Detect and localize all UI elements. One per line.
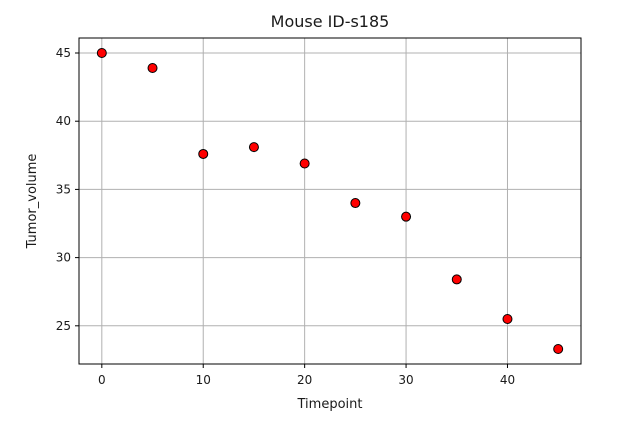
data-point <box>451 274 462 285</box>
data-point <box>502 313 513 324</box>
y-axis-label: Tumor_volume <box>25 154 40 250</box>
data-point <box>553 343 564 354</box>
x-tick-label: 20 <box>297 373 312 387</box>
y-tick-label: 35 <box>56 182 71 196</box>
x-tick-label: 0 <box>98 373 106 387</box>
x-axis-label: Timepoint <box>297 397 363 412</box>
chart-title: Mouse ID-s185 <box>271 12 390 31</box>
x-tick-label: 10 <box>196 373 211 387</box>
data-point <box>147 63 158 74</box>
grid <box>79 38 581 364</box>
data-point <box>299 158 310 169</box>
data-point <box>96 48 107 59</box>
axis-ticks: 0 10 20 30 40 25 30 35 40 45 <box>56 46 515 387</box>
y-tick-label: 45 <box>56 46 71 60</box>
data-point <box>401 211 412 222</box>
data-point <box>198 148 209 159</box>
x-tick-label: 40 <box>500 373 515 387</box>
plot-frame <box>78 37 582 365</box>
data-point <box>248 142 259 153</box>
x-tick-label: 30 <box>398 373 413 387</box>
y-tick-label: 25 <box>56 319 71 333</box>
data-point <box>350 198 361 209</box>
y-tick-label: 40 <box>56 114 71 128</box>
data-points <box>96 48 564 354</box>
y-tick-label: 30 <box>56 251 71 265</box>
